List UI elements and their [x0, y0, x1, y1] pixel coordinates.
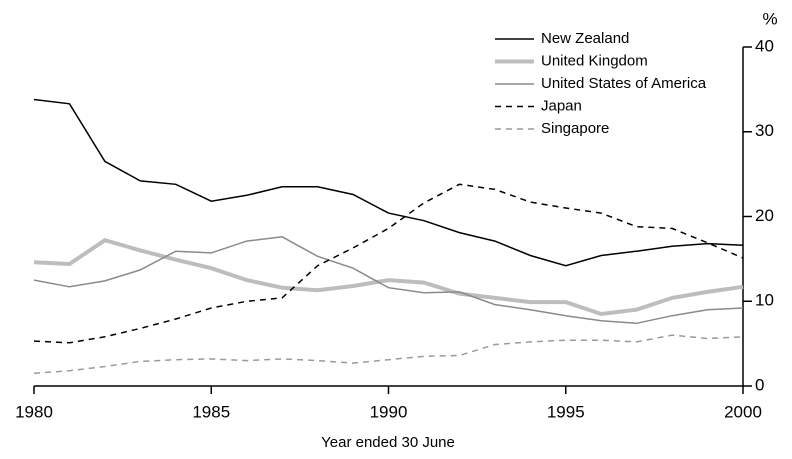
series-line [33, 236, 744, 325]
series-line [33, 98, 744, 267]
x-tick-label: 1990 [370, 402, 408, 421]
legend-label: United States of America [541, 75, 707, 92]
series-line [33, 334, 744, 375]
legend-label: Japan [541, 97, 582, 114]
y-tick-label: 10 [755, 291, 774, 310]
legend-label: Singapore [541, 120, 609, 137]
x-axis-label: Year ended 30 June [321, 434, 455, 451]
y-tick-label: 30 [755, 121, 774, 140]
y-unit: % [762, 9, 777, 28]
x-tick-label: 1995 [547, 402, 585, 421]
legend-label: United Kingdom [541, 52, 648, 69]
y-tick-label: 40 [755, 36, 774, 55]
y-tick-label: 0 [755, 375, 764, 394]
series-line [33, 238, 744, 317]
series-line [33, 183, 744, 344]
x-tick-label: 1980 [15, 402, 53, 421]
x-tick-label: 1985 [192, 402, 230, 421]
legend-label: New Zealand [541, 30, 629, 47]
y-tick-label: 20 [755, 206, 774, 225]
x-tick-label: 2000 [724, 402, 762, 421]
